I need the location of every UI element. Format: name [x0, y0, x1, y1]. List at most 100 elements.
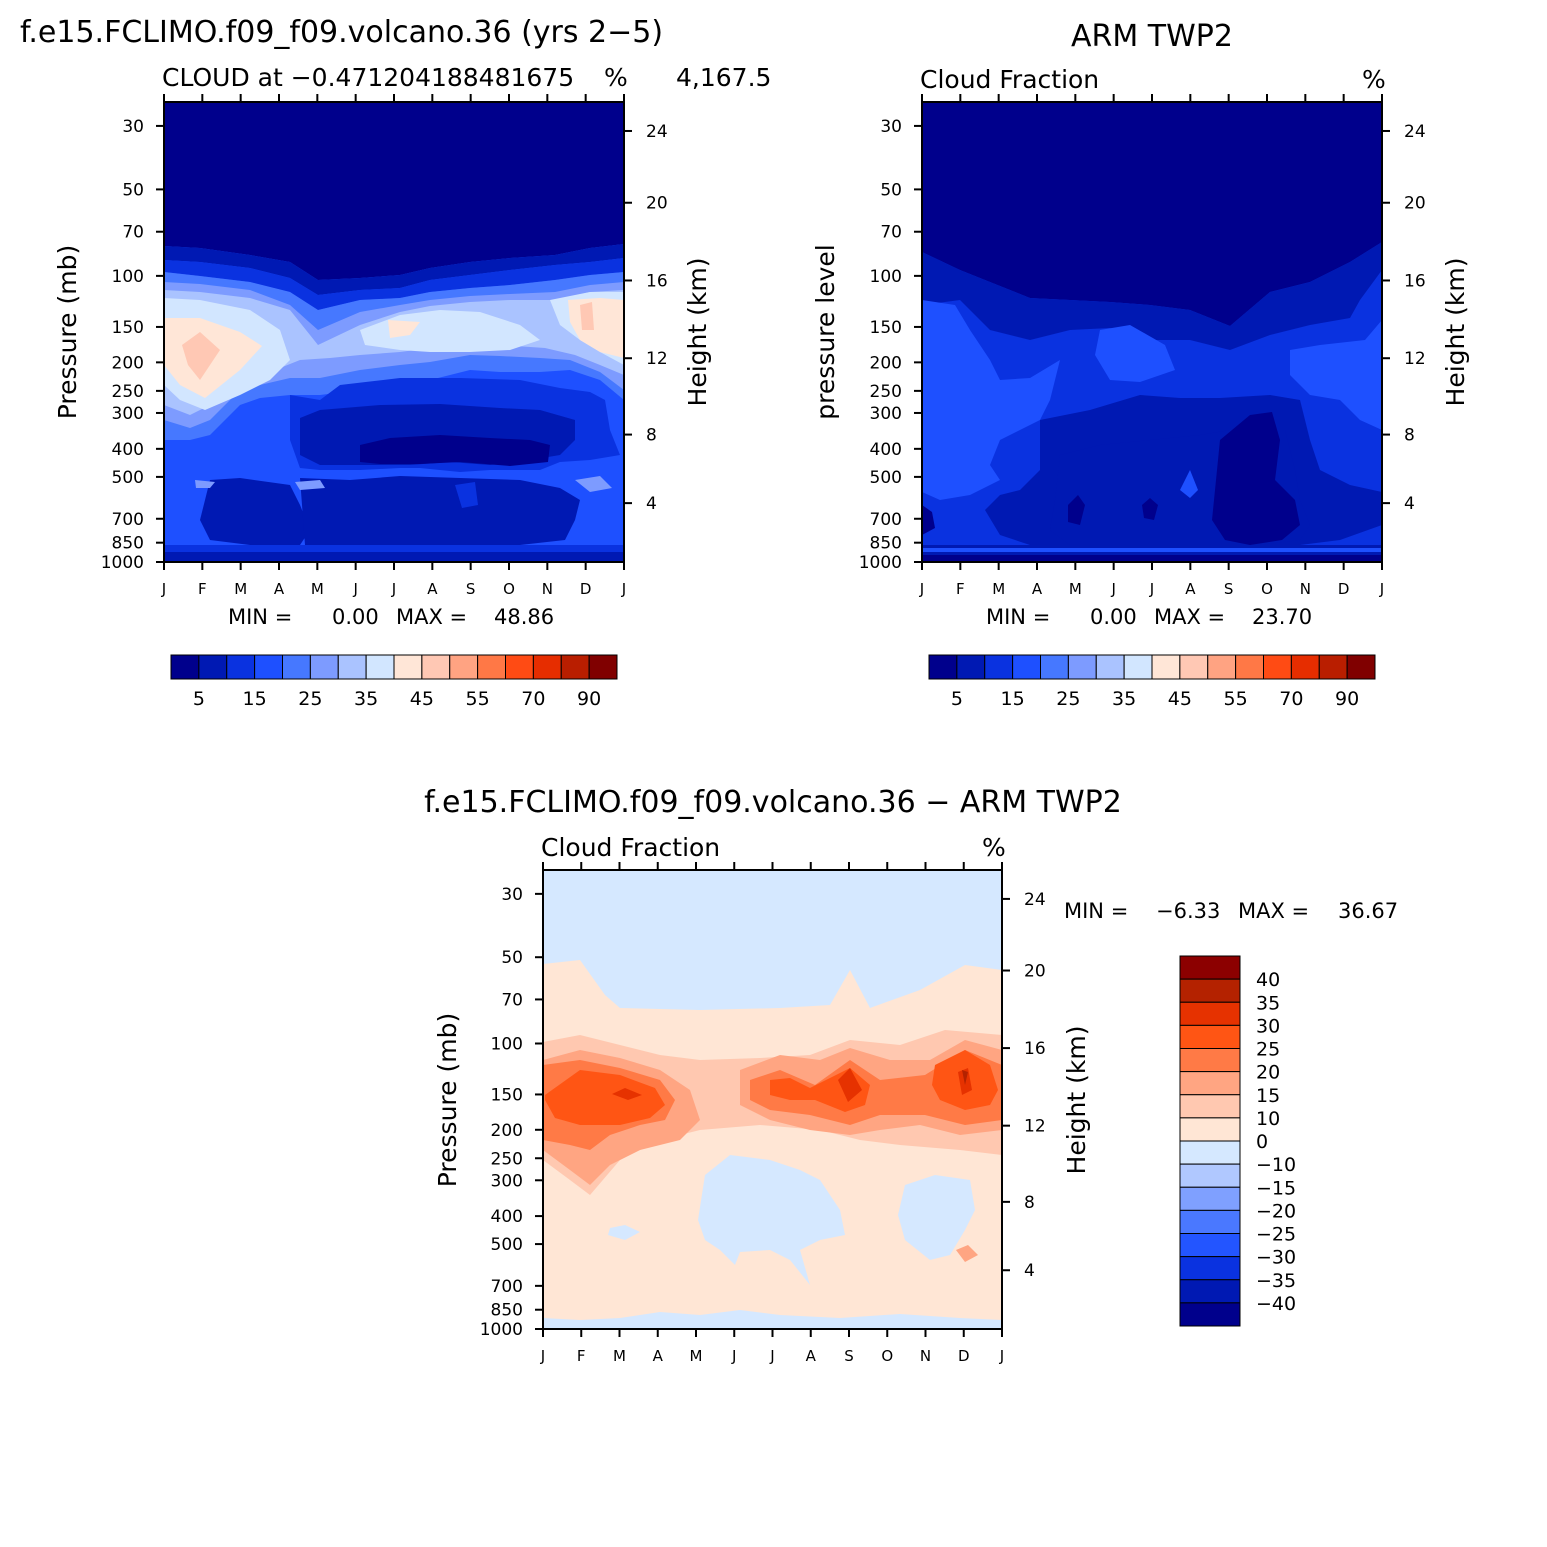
panel-3-colorbar-swatch [1179, 1048, 1241, 1073]
panel-2-left-string: Cloud Fraction [920, 65, 1099, 94]
panel-1-colorbar-swatch [532, 654, 562, 680]
panel-3-y2tick-label: 16 [1024, 1039, 1046, 1059]
panel-1-contour-field [164, 102, 624, 562]
panel-3-y2tick-label: 8 [1024, 1193, 1035, 1213]
panel-1-y2tick-label: 24 [646, 122, 668, 142]
panel-1-colorbar-swatch [254, 654, 283, 680]
panel-2-ytick-label: 200 [870, 353, 902, 373]
panel-1-ytick-label: 850 [112, 534, 144, 554]
panel-2-y2tick-label: 4 [1404, 494, 1415, 514]
panel-1-colorbar-swatch [282, 654, 311, 680]
panel-1-ytick-label: 500 [112, 468, 144, 488]
panel-3-ytick-label: 300 [491, 1171, 523, 1191]
panel-1-colorbar-label: 25 [298, 688, 322, 710]
panel-1-colorbar-swatch [393, 654, 423, 680]
panel-1-ylabel: Pressure (mb) [53, 245, 82, 419]
panel-2-colorbar-label: 25 [1056, 688, 1080, 710]
panel-1-xtick-label: J [621, 580, 626, 598]
panel-3-colorbar-label: 20 [1256, 1062, 1280, 1084]
panel-2-xtick-label: M [992, 580, 1005, 598]
panel-2-y2tick-label: 16 [1404, 271, 1426, 291]
panel-1-ytick-label: 100 [112, 267, 144, 287]
panel-1-xtick-label: M [234, 580, 247, 598]
panel-3-xtick-label: J [540, 1347, 545, 1365]
panel-3-colorbar-swatch [1179, 1117, 1241, 1142]
panel-1-colorbar-swatch [560, 654, 590, 680]
panel-2-max-label: MAX = [1154, 605, 1225, 629]
panel-2-min-label: MIN = [986, 605, 1050, 629]
panel-3-y2tick-label: 20 [1024, 962, 1046, 982]
panel-1-ytick-label: 1000 [101, 553, 144, 573]
panel-2-xtick-label: J [1149, 580, 1154, 598]
panel-model: f.e15.FCLIMO.f09_f09.volcano.36 (yrs 2−5… [20, 15, 771, 710]
panel-1-ytick-label: 50 [122, 180, 144, 200]
panel-3-colorbar-swatch [1179, 1186, 1241, 1211]
panel-1-left-string: CLOUD at −0.471204188481675 [162, 63, 574, 92]
panel-3-xtick-label: J [769, 1347, 774, 1365]
panel-3-colorbar-label: 0 [1256, 1131, 1268, 1153]
panel-3-xtick-label: S [844, 1347, 854, 1365]
panel-2-units: % [1362, 65, 1386, 94]
panel-2-ytick-label: 850 [870, 534, 902, 554]
panel-1-y2tick-label: 20 [646, 194, 668, 214]
panel-3-y2tick-label: 12 [1024, 1117, 1046, 1137]
panel-3-xtick-label: A [806, 1347, 817, 1365]
panel-2-xtick-label: D [1338, 580, 1350, 598]
panel-2-ytick-label: 300 [870, 404, 902, 424]
panel-2-colorbar-label: 70 [1279, 688, 1303, 710]
panel-2-xtick-label: J [919, 580, 924, 598]
panel-3-colorbar-swatch [1179, 955, 1241, 980]
panel-3-min-label: MIN = [1064, 899, 1128, 923]
panel-2-xtick-label: J [1110, 580, 1115, 598]
panel-2-max-value: 23.70 [1252, 605, 1312, 629]
panel-1-xtick-label: J [391, 580, 396, 598]
panel-3-ytick-label: 50 [501, 948, 523, 968]
panel-2-colorbar-swatch [1290, 654, 1320, 680]
panel-3-colorbar-label: 10 [1256, 1108, 1280, 1130]
panel-3-colorbar-swatch [1179, 1094, 1241, 1119]
panel-3-colorbar-label: −35 [1256, 1270, 1296, 1292]
panel-2-colorbar-swatch [1012, 654, 1041, 680]
panel-1-colorbar-swatch [449, 654, 479, 680]
panel-2-ylabel: pressure level [811, 244, 840, 419]
panel-3-xtick-label: O [881, 1347, 893, 1365]
panel-1-colorbar-swatch [198, 654, 228, 680]
panel-3-y2tick-label: 24 [1024, 890, 1046, 910]
panel-1-colorbar-swatch [170, 654, 200, 680]
panel-1-colorbar-label: 35 [354, 688, 378, 710]
panel-3-colorbar-swatch [1179, 1209, 1241, 1234]
panel-1-ytick-label: 300 [112, 404, 144, 424]
panel-2-colorbar-swatch [1040, 654, 1069, 680]
panel-2-contour-field [922, 102, 1382, 562]
panel-3-title: f.e15.FCLIMO.f09_f09.volcano.36 − ARM TW… [424, 785, 1122, 820]
panel-2-colorbar-swatch [984, 654, 1014, 680]
panel-2-colorbar-swatch [1346, 654, 1376, 680]
panel-3-colorbar-label: 40 [1256, 969, 1280, 991]
panel-3-min-value: −6.33 [1156, 899, 1220, 923]
panel-2-y2tick-label: 20 [1404, 194, 1426, 214]
panel-3-colorbar-swatch [1179, 1163, 1241, 1188]
panel-3-colorbar-swatch [1179, 1140, 1241, 1165]
panel-3-ytick-label: 70 [501, 990, 523, 1010]
panel-1-xtick-label: D [580, 580, 592, 598]
panel-1-ytick-label: 250 [112, 382, 144, 402]
panel-2-ytick-label: 50 [880, 180, 902, 200]
panel-3-ytick-label: 500 [491, 1235, 523, 1255]
panel-1-ytick-label: 70 [122, 223, 144, 243]
panel-1-colorbar-label: 5 [193, 688, 205, 710]
panel-2-colorbar-label: 35 [1112, 688, 1136, 710]
panel-2-colorbar-swatch [1179, 654, 1209, 680]
panel-1-ytick-label: 30 [122, 117, 144, 137]
panel-3-colorbar-label: −30 [1256, 1247, 1296, 1269]
panel-3-colorbar-swatch [1179, 1024, 1241, 1049]
panel-2-xtick-label: N [1300, 580, 1311, 598]
panel-1-xtick-label: A [427, 580, 438, 598]
panel-3-xtick-label: M [613, 1347, 626, 1365]
panel-2-colorbar-swatch [956, 654, 986, 680]
panel-3-xtick-label: N [920, 1347, 931, 1365]
panel-3-ytick-label: 200 [491, 1121, 523, 1141]
